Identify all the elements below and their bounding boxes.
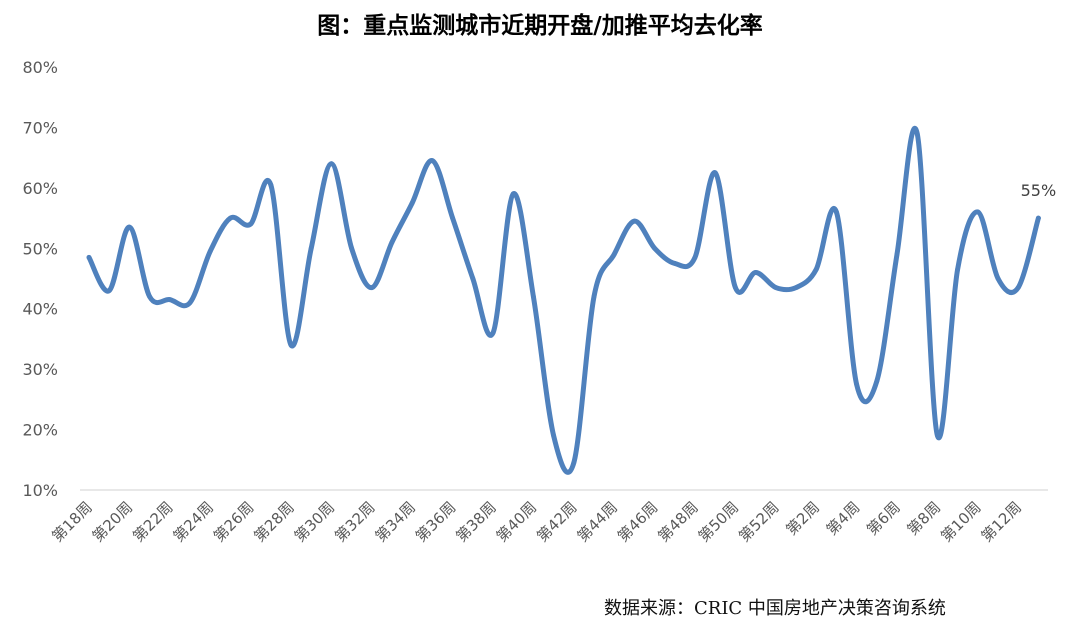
data-point [349,245,354,251]
data-point [288,342,294,348]
x-tick-label: 第12周 [978,498,1025,545]
data-point [975,209,981,215]
y-tick-label: 80% [22,58,58,77]
x-tick-label: 第18周 [48,498,95,545]
data-point [733,285,738,290]
data-point [409,200,415,206]
data-point [753,270,758,275]
data-point [854,381,859,387]
data-point [652,245,657,251]
x-tick-label: 第46周 [614,498,661,545]
data-point [187,300,193,306]
x-axis: 第18周第20周第22周第24周第26周第28周第30周第32周第34周第36周… [48,498,1025,545]
data-point [531,294,536,299]
x-tick-label: 第22周 [129,498,176,545]
x-tick-label: 第34周 [372,498,419,545]
x-tick-label: 第30周 [291,498,338,545]
x-tick-label: 第44周 [574,498,621,545]
data-point [450,215,455,221]
data-point [329,161,334,167]
data-point [126,224,132,230]
x-tick-label: 第48周 [654,498,701,545]
x-tick-label: 第6周 [863,498,904,539]
x-tick-label: 第4周 [823,498,864,539]
data-point [167,297,173,302]
data-point [106,288,112,293]
x-tick-label: 第38周 [452,498,499,545]
data-point [672,261,678,266]
x-tick-label: 第52周 [735,498,782,545]
series-line [86,126,1041,475]
chart-title: 图：重点监测城市近期开盘/加推平均去化率 [317,12,763,39]
data-point [995,276,1001,281]
data-point [712,170,718,176]
x-tick-label: 第28周 [250,498,297,545]
x-tick-label: 第26周 [210,498,257,545]
y-tick-label: 30% [22,360,58,379]
data-point [955,267,960,272]
data-point [268,182,274,188]
x-tick-label: 第42周 [533,498,580,545]
y-tick-label: 40% [22,300,58,319]
data-point [147,294,153,299]
data-point [551,433,556,438]
data-point [591,294,597,299]
x-tick-label: 第24周 [170,498,217,545]
x-tick-label: 第32周 [331,498,378,545]
x-tick-label: 第36周 [412,498,459,545]
data-point [470,276,476,281]
data-point [228,215,233,221]
line-chart: 10% 20% 30% 40% 50% 60% 70% 80% 第18周第20周第22周第24… [22,58,1057,546]
x-tick-label: 第50周 [695,498,742,545]
data-point [935,433,940,438]
data-point [369,285,375,290]
data-point [490,330,496,336]
data-point [773,285,779,290]
data-point [813,267,819,272]
data-point [1036,215,1041,221]
y-tick-label: 20% [22,421,58,440]
source-note: 数据来源：CRIC 中国房地产决策咨询系统 [604,598,946,619]
data-point [389,239,395,245]
data-point [793,285,799,290]
data-point [874,378,880,384]
data-point [611,251,617,257]
data-label-last: 55% [1021,181,1057,200]
data-point [632,218,637,224]
y-tick-label: 50% [22,239,58,258]
data-point [308,245,314,251]
data-point [207,248,213,254]
data-point [692,255,698,260]
y-tick-label: 60% [22,179,58,198]
x-tick-label: 第20周 [89,498,136,545]
data-point [834,209,839,215]
data-point [894,251,900,257]
y-tick-label: 10% [22,481,58,500]
data-point [571,460,577,466]
data-point [1015,285,1021,290]
x-tick-label: 第10周 [937,498,984,545]
y-tick-label: 70% [22,118,58,137]
x-tick-label: 第2周 [782,498,823,539]
x-tick-label: 第40周 [493,498,540,545]
data-point [914,131,920,136]
data-point [510,191,516,197]
data-point [248,221,254,227]
y-axis: 10% 20% 30% 40% 50% 60% 70% 80% [22,58,58,500]
data-point [430,158,435,164]
data-points [86,131,1041,466]
data-point [86,255,92,260]
